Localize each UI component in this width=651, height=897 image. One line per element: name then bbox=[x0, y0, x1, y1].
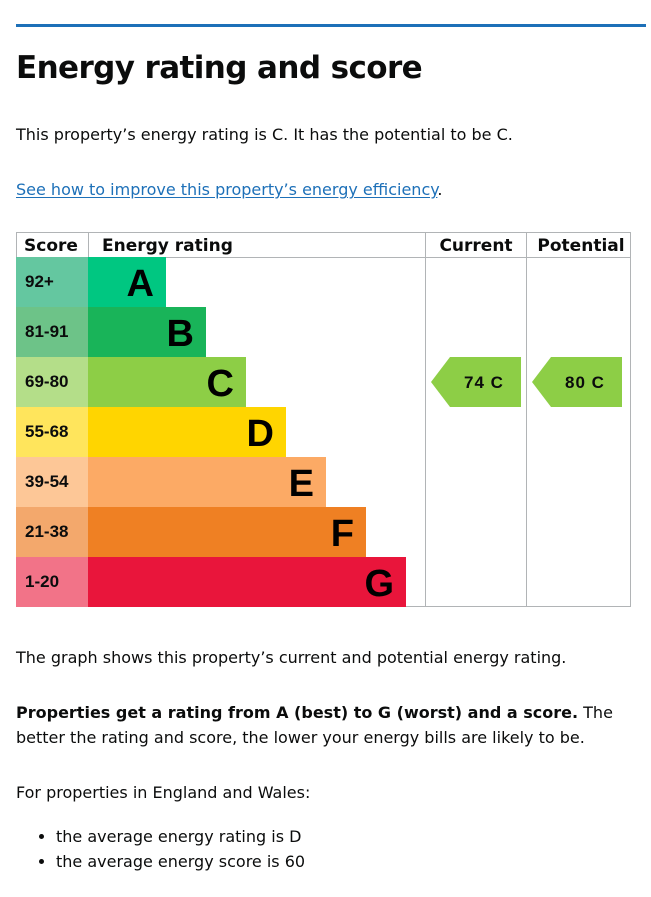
score-label-d: 55-68 bbox=[25, 422, 68, 441]
score-label-g: 1-20 bbox=[25, 572, 59, 591]
page-title: Energy rating and score bbox=[16, 50, 423, 86]
band-bar-b bbox=[88, 307, 206, 357]
averages-list: the average energy rating is D the avera… bbox=[16, 824, 305, 874]
band-bar-d bbox=[88, 407, 286, 457]
score-label-b: 81-91 bbox=[25, 322, 68, 341]
improve-link-paragraph: See how to improve this property’s energ… bbox=[16, 177, 636, 202]
rating-explanation-strong: Properties get a rating from A (best) to… bbox=[16, 703, 579, 722]
list-item: the average energy rating is D bbox=[56, 824, 305, 849]
rating-explanation-rest: The better the rating and score, the low… bbox=[16, 703, 613, 747]
current-rating-arrow-label: 74 C bbox=[464, 373, 504, 392]
band-bar-e bbox=[88, 457, 326, 507]
link-suffix: . bbox=[437, 180, 443, 199]
band-letter-e: E bbox=[289, 463, 314, 505]
energy-rating-chart: Score Energy rating Current Potential 92… bbox=[16, 232, 631, 607]
current-rating-arrow bbox=[431, 357, 521, 407]
top-rule bbox=[16, 24, 646, 27]
band-letter-g: G bbox=[364, 563, 394, 605]
band-letter-b: B bbox=[167, 313, 194, 355]
header-potential: Potential bbox=[537, 236, 624, 256]
header-current: Current bbox=[439, 236, 512, 256]
header-energy-rating: Energy rating bbox=[102, 236, 233, 256]
band-bar-c bbox=[88, 357, 246, 407]
score-cell-d bbox=[16, 407, 88, 457]
score-cell-c bbox=[16, 357, 88, 407]
potential-rating-arrow-label: 80 C bbox=[565, 373, 605, 392]
potential-rating-arrow bbox=[532, 357, 622, 407]
band-letter-a: A bbox=[127, 263, 154, 305]
score-label-f: 21-38 bbox=[25, 522, 68, 541]
energy-rating-graph: Score Energy rating Current Potential 92… bbox=[16, 232, 631, 607]
score-label-a: 92+ bbox=[25, 272, 54, 291]
header-score: Score bbox=[24, 236, 78, 256]
england-wales-intro: For properties in England and Wales: bbox=[16, 783, 311, 802]
band-letter-f: F bbox=[331, 513, 354, 555]
rating-summary: This property’s energy rating is C. It h… bbox=[16, 125, 513, 144]
improve-efficiency-link[interactable]: See how to improve this property’s energ… bbox=[16, 180, 438, 199]
score-cell-e bbox=[16, 457, 88, 507]
score-cell-f bbox=[16, 507, 88, 557]
band-bar-a bbox=[88, 257, 166, 307]
band-bar-g bbox=[88, 557, 406, 607]
score-cell-g bbox=[16, 557, 88, 607]
rating-explanation: Properties get a rating from A (best) to… bbox=[16, 700, 636, 750]
band-letter-d: D bbox=[247, 413, 274, 455]
band-letter-c: C bbox=[207, 363, 234, 405]
score-cell-a bbox=[16, 257, 88, 307]
score-cell-b bbox=[16, 307, 88, 357]
band-bar-f bbox=[88, 507, 366, 557]
score-label-e: 39-54 bbox=[25, 472, 69, 491]
graph-note: The graph shows this property’s current … bbox=[16, 648, 567, 667]
list-item: the average energy score is 60 bbox=[56, 849, 305, 874]
score-label-c: 69-80 bbox=[25, 372, 68, 391]
